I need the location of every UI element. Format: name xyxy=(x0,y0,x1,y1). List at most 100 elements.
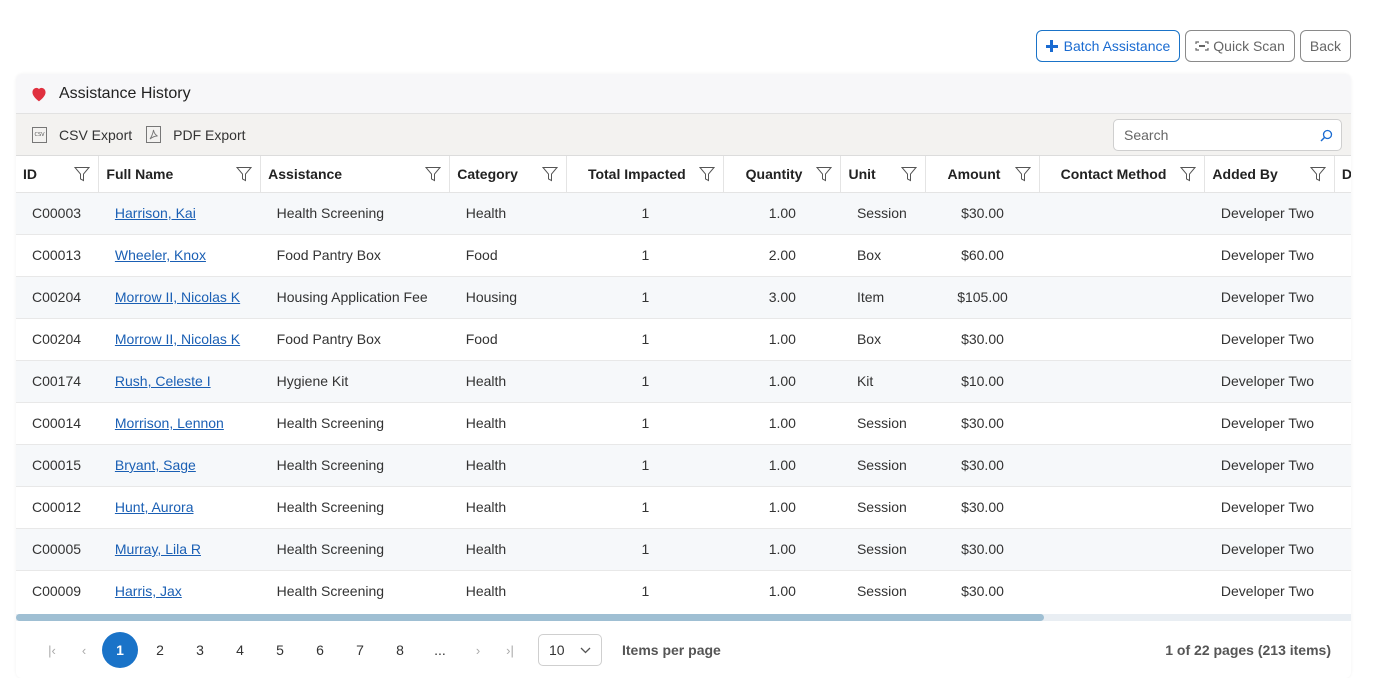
last-page-icon[interactable]: ›| xyxy=(506,642,514,658)
pdf-export-button[interactable]: PDF Export xyxy=(146,126,246,143)
search-icon[interactable] xyxy=(1320,129,1333,142)
page-button[interactable]: ... xyxy=(434,642,446,658)
full-name-link[interactable]: Hunt, Aurora xyxy=(114,499,194,515)
column-header[interactable]: Added By xyxy=(1204,156,1335,193)
column-header[interactable]: Contact Method xyxy=(1039,156,1206,193)
full-name-link[interactable]: Morrison, Lennon xyxy=(114,415,224,431)
dep-cell xyxy=(1334,318,1351,361)
table-row[interactable]: C00012 Hunt, Aurora Health Screening Health… xyxy=(16,486,1351,529)
horizontal-scrollbar[interactable] xyxy=(16,614,1351,621)
csv-export-label: CSV Export xyxy=(59,126,133,143)
page-button[interactable]: 7 xyxy=(356,642,364,658)
table-row[interactable]: C00014 Morrison, Lennon Health Screening He… xyxy=(16,402,1351,445)
back-button[interactable]: Back xyxy=(1299,30,1351,62)
column-header-label: ID xyxy=(23,165,37,182)
assistance-cell: Health Screening xyxy=(260,192,450,235)
amount-cell: $30.00 xyxy=(925,444,1040,487)
table-row[interactable]: C00013 Wheeler, Knox Food Pantry Box Food 1 2… xyxy=(16,234,1351,277)
page-button[interactable]: 1 xyxy=(102,632,138,668)
impacted-cell: 1 xyxy=(566,318,724,361)
column-header[interactable]: Unit xyxy=(840,156,927,193)
quick-scan-button[interactable]: Quick Scan xyxy=(1185,30,1295,62)
page-button[interactable]: 6 xyxy=(316,642,324,658)
page-size-select[interactable]: 10 xyxy=(538,634,602,666)
full-name-link[interactable]: Morrow II, Nicolas K xyxy=(114,331,241,347)
next-page-icon[interactable]: › xyxy=(475,642,481,658)
table-row[interactable]: C00009 Harris, Jax Health Screening Health 1… xyxy=(16,570,1351,611)
page-button[interactable]: 2 xyxy=(156,642,164,658)
contact-cell xyxy=(1039,318,1205,361)
full-name-link[interactable]: Harris, Jax xyxy=(114,583,182,599)
heart-icon xyxy=(32,87,46,101)
filter-icon[interactable] xyxy=(699,166,716,182)
column-header[interactable]: Full Name xyxy=(98,156,262,193)
batch-assistance-button[interactable]: Batch Assistance xyxy=(1035,30,1181,62)
quantity-cell: 1.00 xyxy=(723,360,841,403)
table-row[interactable]: C00174 Rush, Celeste I Hygiene Kit Health 1 1… xyxy=(16,360,1351,403)
column-header[interactable]: Dep xyxy=(1334,156,1351,193)
filter-icon[interactable] xyxy=(1180,166,1197,182)
assistance-table: ID Full Name Assistance Category Total Impac… xyxy=(16,156,1351,611)
column-header[interactable]: Assistance xyxy=(260,156,451,193)
added-by-cell: Developer Two xyxy=(1204,570,1335,611)
prev-page-icon[interactable]: ‹ xyxy=(81,642,87,658)
amount-cell: $30.00 xyxy=(925,318,1040,361)
page-button[interactable]: 5 xyxy=(276,642,284,658)
column-header[interactable]: Quantity xyxy=(723,156,842,193)
impacted-cell: 1 xyxy=(566,528,724,571)
csv-export-button[interactable]: CSV CSV Export xyxy=(32,126,133,143)
filter-icon[interactable] xyxy=(425,166,442,182)
unit-cell: Session xyxy=(840,486,926,529)
unit-cell: Box xyxy=(840,234,926,277)
page-button[interactable]: 3 xyxy=(196,642,204,658)
added-by-cell: Developer Two xyxy=(1204,360,1335,403)
filter-icon[interactable] xyxy=(236,166,253,182)
full-name-link[interactable]: Morrow II, Nicolas K xyxy=(114,289,241,305)
back-label: Back xyxy=(1309,38,1341,54)
impacted-cell: 1 xyxy=(566,360,724,403)
first-page-icon[interactable]: |‹ xyxy=(48,642,56,658)
filter-icon[interactable] xyxy=(816,166,833,182)
table-row[interactable]: C00003 Harrison, Kai Health Screening Healt… xyxy=(16,192,1351,235)
plus-icon xyxy=(1045,40,1058,52)
column-header-label: Assistance xyxy=(268,165,343,182)
scrollbar-thumb[interactable] xyxy=(16,614,1044,621)
impacted-cell: 1 xyxy=(566,276,724,319)
filter-icon[interactable] xyxy=(1309,166,1326,182)
search-input[interactable] xyxy=(1122,126,1320,144)
category-cell: Food xyxy=(449,318,567,361)
amount-cell: $30.00 xyxy=(925,528,1040,571)
full-name-link[interactable]: Harrison, Kai xyxy=(114,205,196,221)
column-header-label: Contact Method xyxy=(1060,165,1167,182)
full-name-cell: Bryant, Sage xyxy=(98,444,261,487)
column-header[interactable]: Amount xyxy=(925,156,1040,193)
column-header[interactable]: Total Impacted xyxy=(566,156,725,193)
page-button[interactable]: 4 xyxy=(236,642,244,658)
full-name-link[interactable]: Murray, Lila R xyxy=(114,541,201,557)
column-header[interactable]: ID xyxy=(16,156,100,193)
full-name-link[interactable]: Rush, Celeste I xyxy=(114,373,211,389)
quantity-cell: 1.00 xyxy=(723,402,841,445)
filter-icon[interactable] xyxy=(901,166,918,182)
batch-assistance-label: Batch Assistance xyxy=(1063,38,1171,54)
column-header-label: Total Impacted xyxy=(587,165,686,182)
filter-icon[interactable] xyxy=(542,166,559,182)
category-cell: Health xyxy=(449,528,567,571)
full-name-cell: Morrow II, Nicolas K xyxy=(98,276,261,319)
full-name-cell: Harrison, Kai xyxy=(98,192,261,235)
full-name-cell: Harris, Jax xyxy=(98,570,261,611)
column-header[interactable]: Category xyxy=(449,156,568,193)
full-name-cell: Hunt, Aurora xyxy=(98,486,261,529)
page-button[interactable]: 8 xyxy=(396,642,404,658)
search-box xyxy=(1113,119,1342,151)
contact-cell xyxy=(1039,570,1205,611)
category-cell: Health xyxy=(449,486,567,529)
full-name-link[interactable]: Bryant, Sage xyxy=(114,457,196,473)
table-row[interactable]: C00204 Morrow II, Nicolas K Food Pantry Bo… xyxy=(16,318,1351,361)
full-name-link[interactable]: Wheeler, Knox xyxy=(114,247,206,263)
table-row[interactable]: C00015 Bryant, Sage Health Screening Health… xyxy=(16,444,1351,487)
filter-icon[interactable] xyxy=(74,166,91,182)
table-row[interactable]: C00005 Murray, Lila R Health Screening Heal… xyxy=(16,528,1351,571)
filter-icon[interactable] xyxy=(1014,166,1031,182)
table-row[interactable]: C00204 Morrow II, Nicolas K Housing Applic… xyxy=(16,276,1351,319)
